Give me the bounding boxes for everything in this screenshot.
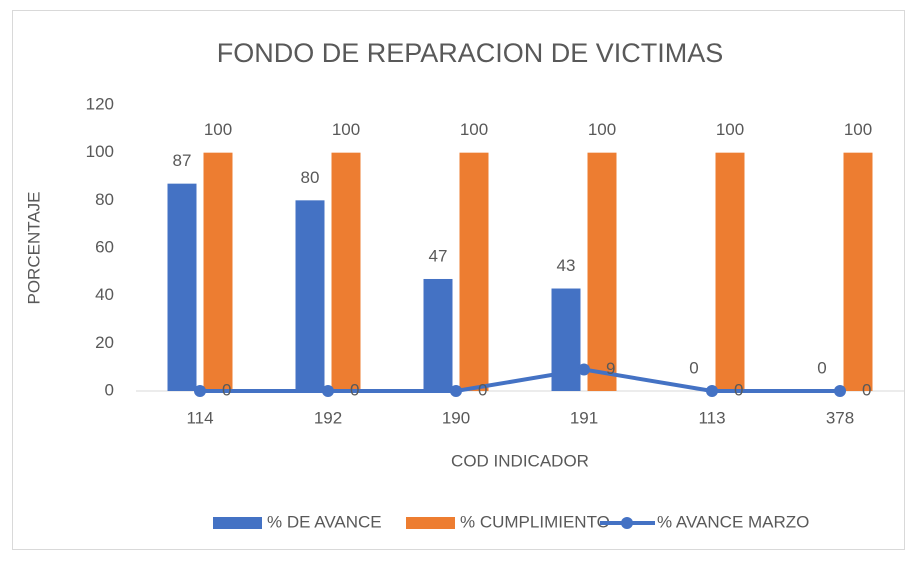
legend-label: % CUMPLIMIENTO	[460, 512, 610, 531]
x-tick-label: 114	[186, 408, 213, 427]
legend-label: % AVANCE MARZO	[657, 512, 809, 531]
data-label: 0	[817, 358, 826, 377]
line	[200, 367, 840, 393]
data-label: 0	[862, 380, 871, 399]
data-label: 100	[716, 120, 744, 139]
line-marker	[706, 385, 718, 397]
data-label: 0	[734, 380, 743, 399]
chart-title: FONDO DE REPARACION DE VICTIMAS	[217, 38, 724, 68]
bar	[843, 152, 873, 391]
x-tick-label: 191	[570, 408, 598, 427]
bar	[295, 200, 325, 391]
data-label: 100	[460, 120, 488, 139]
bar	[715, 152, 745, 391]
data-label: 43	[557, 256, 576, 275]
bar	[203, 152, 233, 391]
data-label: 0	[222, 380, 231, 399]
x-tick-label: 190	[442, 408, 470, 427]
x-tick-label: 378	[826, 408, 854, 427]
bar	[331, 152, 361, 391]
data-label: 87	[173, 151, 192, 170]
x-tick-label: 113	[698, 408, 725, 427]
y-tick-label: 20	[95, 333, 114, 352]
y-tick-label: 100	[86, 142, 114, 161]
y-tick-label: 60	[95, 237, 114, 256]
bar	[423, 278, 453, 391]
legend-swatch	[406, 517, 455, 529]
bar	[587, 152, 617, 391]
line-marker	[450, 385, 462, 397]
line-marker	[194, 385, 206, 397]
data-label: 80	[301, 168, 320, 187]
data-label: 0	[350, 380, 359, 399]
data-label: 100	[588, 120, 616, 139]
line-marker	[578, 363, 590, 376]
x-tick-label: 192	[314, 408, 342, 427]
bar	[459, 152, 489, 391]
legend-label: % DE AVANCE	[267, 512, 382, 531]
line-marker	[322, 385, 334, 397]
data-label: 100	[844, 120, 872, 139]
y-tick-label: 40	[95, 285, 114, 304]
legend-swatch	[213, 517, 262, 529]
data-label: 47	[429, 246, 448, 265]
y-axis-label: PORCENTAJE	[24, 191, 43, 304]
line-marker	[834, 385, 846, 397]
legend-swatch	[621, 517, 633, 529]
bar	[167, 183, 197, 391]
y-tick-label: 80	[95, 190, 114, 209]
x-axis-label: COD INDICADOR	[451, 451, 589, 470]
data-label: 9	[606, 359, 615, 378]
y-tick-label: 120	[86, 94, 114, 113]
data-label: 100	[204, 120, 232, 139]
data-label: 0	[478, 380, 487, 399]
data-label: 100	[332, 120, 360, 139]
chart-border	[12, 10, 905, 550]
y-tick-label: 0	[105, 380, 114, 399]
data-label: 0	[689, 358, 698, 377]
